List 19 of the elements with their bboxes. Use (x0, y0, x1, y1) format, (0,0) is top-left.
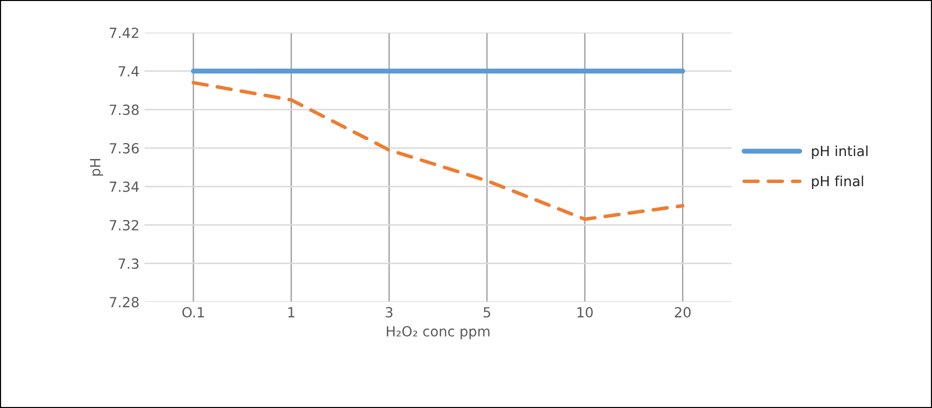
line-series (192, 80, 684, 221)
legend-label: pH intial (812, 146, 868, 159)
y-tick-label: 7.4 (118, 66, 139, 76)
x-tick-label: 5 (484, 307, 490, 318)
x-tick-label: 20 (674, 307, 691, 318)
y-tick-label: 7.34 (110, 181, 139, 192)
y-tick-label: 7.32 (110, 220, 138, 230)
x-tick-label: 3 (386, 307, 392, 318)
y-axis-title: pH (90, 159, 104, 176)
y-tick-label: 7.42 (110, 28, 138, 38)
legend-label: pH final (812, 176, 864, 190)
y-tick-label: 7.28 (110, 296, 139, 308)
y-tick-label: 7.38 (110, 104, 139, 116)
x-tick-label: O.1 (182, 307, 204, 318)
y-tick-label: 7.36 (110, 143, 139, 154)
x-axis-title: H₂O₂ conc ppm (386, 326, 490, 340)
y-tick-label: 7.3 (118, 258, 138, 269)
x-tick-label: 1 (288, 307, 294, 318)
x-tick-label: 10 (578, 307, 593, 318)
